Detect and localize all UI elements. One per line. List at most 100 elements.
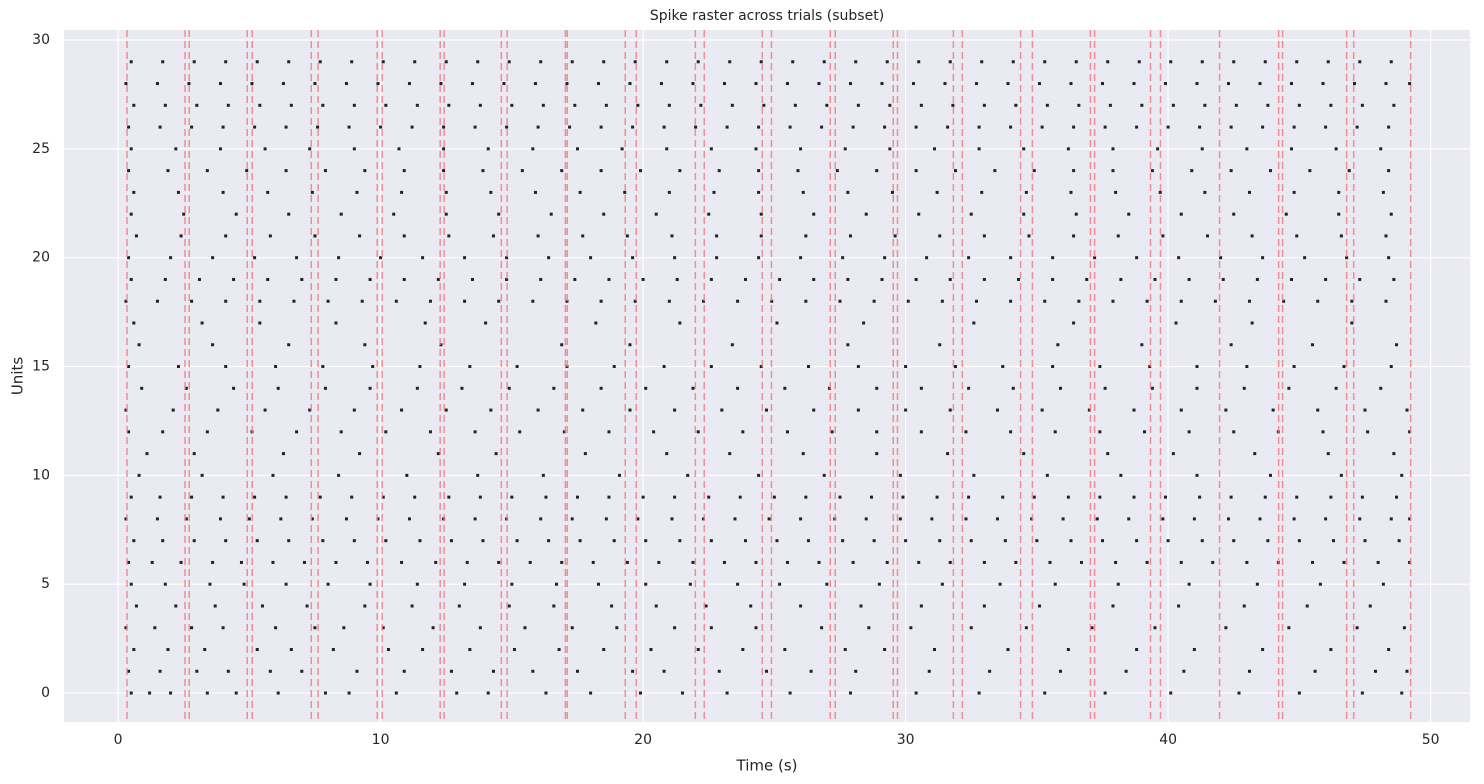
spike [793, 103, 797, 107]
spike [421, 648, 425, 652]
spike [313, 626, 317, 630]
spike [1408, 560, 1412, 564]
spike [575, 669, 579, 673]
spike [1161, 234, 1165, 238]
spike [1324, 517, 1328, 521]
spike [239, 560, 243, 564]
spike [1161, 517, 1165, 521]
spike [875, 452, 879, 456]
spike [192, 452, 196, 456]
spike [192, 539, 196, 543]
spike [190, 299, 194, 303]
spike [263, 147, 267, 151]
spike [812, 277, 816, 281]
spike [699, 103, 703, 107]
spike [1195, 82, 1199, 86]
spike [442, 125, 446, 129]
spike [799, 517, 803, 521]
spike [785, 82, 789, 86]
spike [662, 125, 666, 129]
spike [754, 147, 758, 151]
spike [376, 82, 380, 86]
spike [1292, 365, 1296, 369]
spike [127, 669, 131, 673]
spike [1079, 560, 1083, 564]
spike [224, 539, 228, 543]
spike [998, 582, 1002, 586]
spike [318, 60, 322, 64]
spike [1137, 60, 1141, 64]
spike [176, 190, 180, 194]
spike [1200, 539, 1204, 543]
spike [174, 604, 178, 608]
spike [1229, 495, 1233, 499]
spike [1163, 82, 1167, 86]
x-axis-label: Time (s) [736, 757, 798, 775]
spike [127, 560, 131, 564]
spike [1339, 234, 1343, 238]
spike [1074, 212, 1078, 216]
spike [709, 147, 713, 151]
spike [363, 169, 367, 173]
spike [536, 234, 540, 238]
spike [1213, 299, 1217, 303]
spike [1135, 256, 1139, 260]
spike [1221, 277, 1225, 281]
spike [917, 560, 921, 564]
spike [691, 560, 695, 564]
spike [864, 212, 868, 216]
spike [631, 669, 635, 673]
spike [410, 604, 414, 608]
spike [801, 190, 805, 194]
spike [323, 386, 327, 390]
spike [602, 648, 606, 652]
spike [1024, 626, 1028, 630]
spike [507, 386, 511, 390]
spike [512, 648, 516, 652]
spike [410, 125, 414, 129]
spike [150, 560, 154, 564]
spike [785, 560, 789, 564]
spike [1232, 60, 1236, 64]
spike [914, 691, 918, 695]
spike [841, 256, 845, 260]
spike [384, 430, 388, 434]
spike [1169, 691, 1173, 695]
spike [967, 495, 971, 499]
spike [182, 212, 186, 216]
spike [757, 169, 761, 173]
spike [1355, 626, 1359, 630]
spike [1009, 125, 1013, 129]
spike [851, 560, 855, 564]
spike [743, 539, 747, 543]
spike [255, 648, 259, 652]
spike [1182, 669, 1186, 673]
spike [610, 604, 614, 608]
spike [673, 408, 677, 412]
spike [470, 82, 474, 86]
spike [730, 103, 734, 107]
spike [838, 299, 842, 303]
spike [1043, 60, 1047, 64]
spike [365, 560, 369, 564]
spike [599, 169, 603, 173]
spike [628, 82, 632, 86]
spike [415, 582, 419, 586]
spike [1030, 517, 1034, 521]
spike [266, 277, 270, 281]
spike [1077, 299, 1081, 303]
spike [1187, 430, 1191, 434]
spike [505, 256, 509, 260]
spike [531, 669, 535, 673]
spike [137, 343, 141, 347]
spike [352, 147, 356, 151]
spike [158, 125, 162, 129]
spike [1334, 386, 1338, 390]
spike [289, 103, 293, 107]
spike [914, 169, 918, 173]
spike [822, 473, 826, 477]
spike [917, 212, 921, 216]
spike [463, 256, 467, 260]
spike [321, 365, 325, 369]
spike [1140, 343, 1144, 347]
